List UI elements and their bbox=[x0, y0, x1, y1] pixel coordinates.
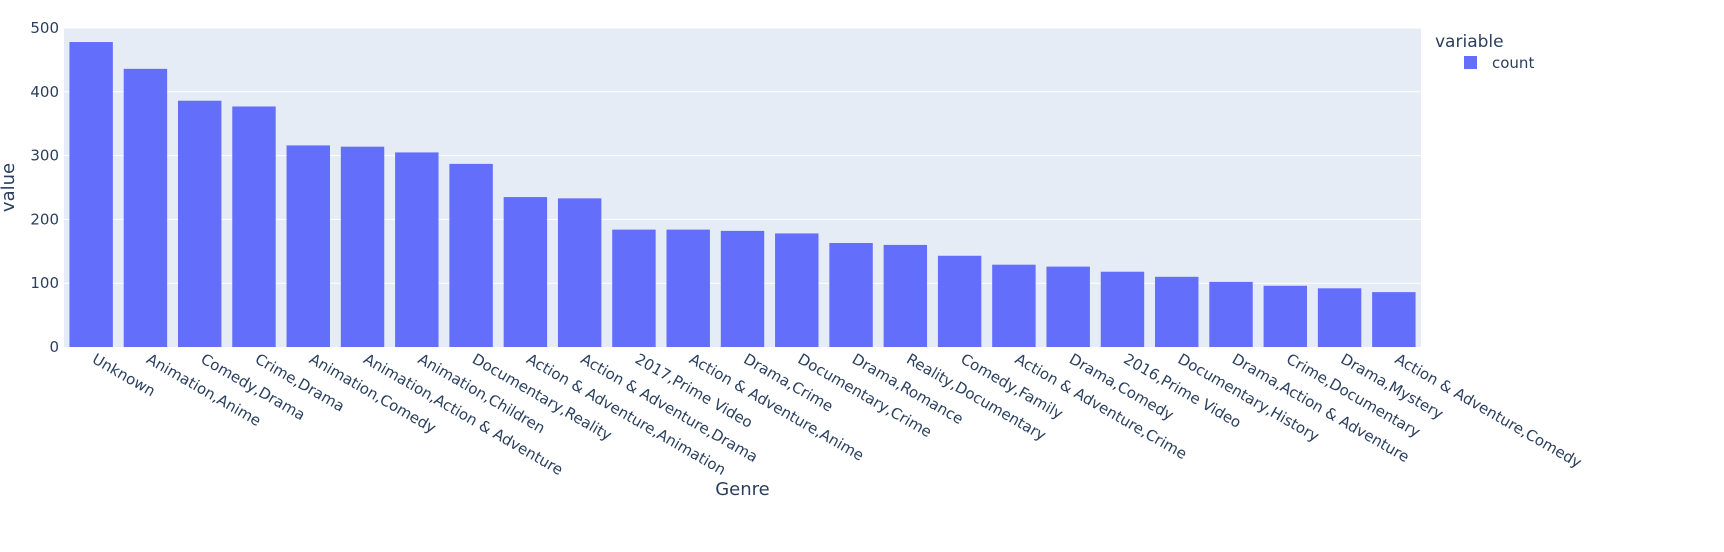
bar bbox=[123, 68, 168, 347]
bar bbox=[286, 145, 330, 347]
legend-swatch-count bbox=[1464, 56, 1477, 69]
bar bbox=[449, 163, 493, 347]
x-axis-title: Genre bbox=[715, 479, 770, 500]
bar bbox=[1046, 266, 1090, 347]
bar bbox=[177, 100, 222, 348]
bar bbox=[775, 233, 819, 347]
legend: variable count bbox=[1435, 32, 1534, 72]
y-axis-title: value bbox=[0, 163, 19, 212]
y-tick-label: 0 bbox=[49, 338, 59, 356]
y-tick-label: 500 bbox=[30, 19, 59, 37]
bar bbox=[1100, 271, 1145, 347]
bar bbox=[340, 146, 385, 347]
bar bbox=[1372, 292, 1416, 347]
bar bbox=[1263, 285, 1308, 347]
legend-title: variable bbox=[1435, 32, 1504, 52]
bar bbox=[829, 243, 873, 347]
bar bbox=[69, 42, 113, 347]
x-axis-ticks: UnknownAnimation,AnimeComedy,DramaCrime,… bbox=[89, 350, 1585, 479]
y-tick-label: 300 bbox=[30, 147, 59, 165]
bar bbox=[937, 255, 982, 347]
legend-label-count: count bbox=[1492, 54, 1534, 72]
bar bbox=[1155, 276, 1199, 347]
bar bbox=[395, 152, 439, 347]
bar bbox=[1317, 288, 1362, 347]
bar bbox=[612, 229, 656, 347]
bar bbox=[720, 230, 765, 347]
bar bbox=[883, 244, 928, 347]
bar bbox=[232, 106, 276, 347]
y-tick-label: 200 bbox=[30, 210, 59, 228]
bar bbox=[666, 229, 710, 347]
y-tick-label: 400 bbox=[30, 83, 59, 101]
y-axis-ticks: 0 100 200 300 400 500 bbox=[30, 19, 59, 356]
bars bbox=[69, 42, 1416, 348]
bar bbox=[992, 264, 1036, 347]
bar bbox=[503, 197, 548, 347]
bar bbox=[557, 198, 602, 347]
y-tick-label: 100 bbox=[30, 274, 59, 292]
bar bbox=[1209, 281, 1253, 347]
